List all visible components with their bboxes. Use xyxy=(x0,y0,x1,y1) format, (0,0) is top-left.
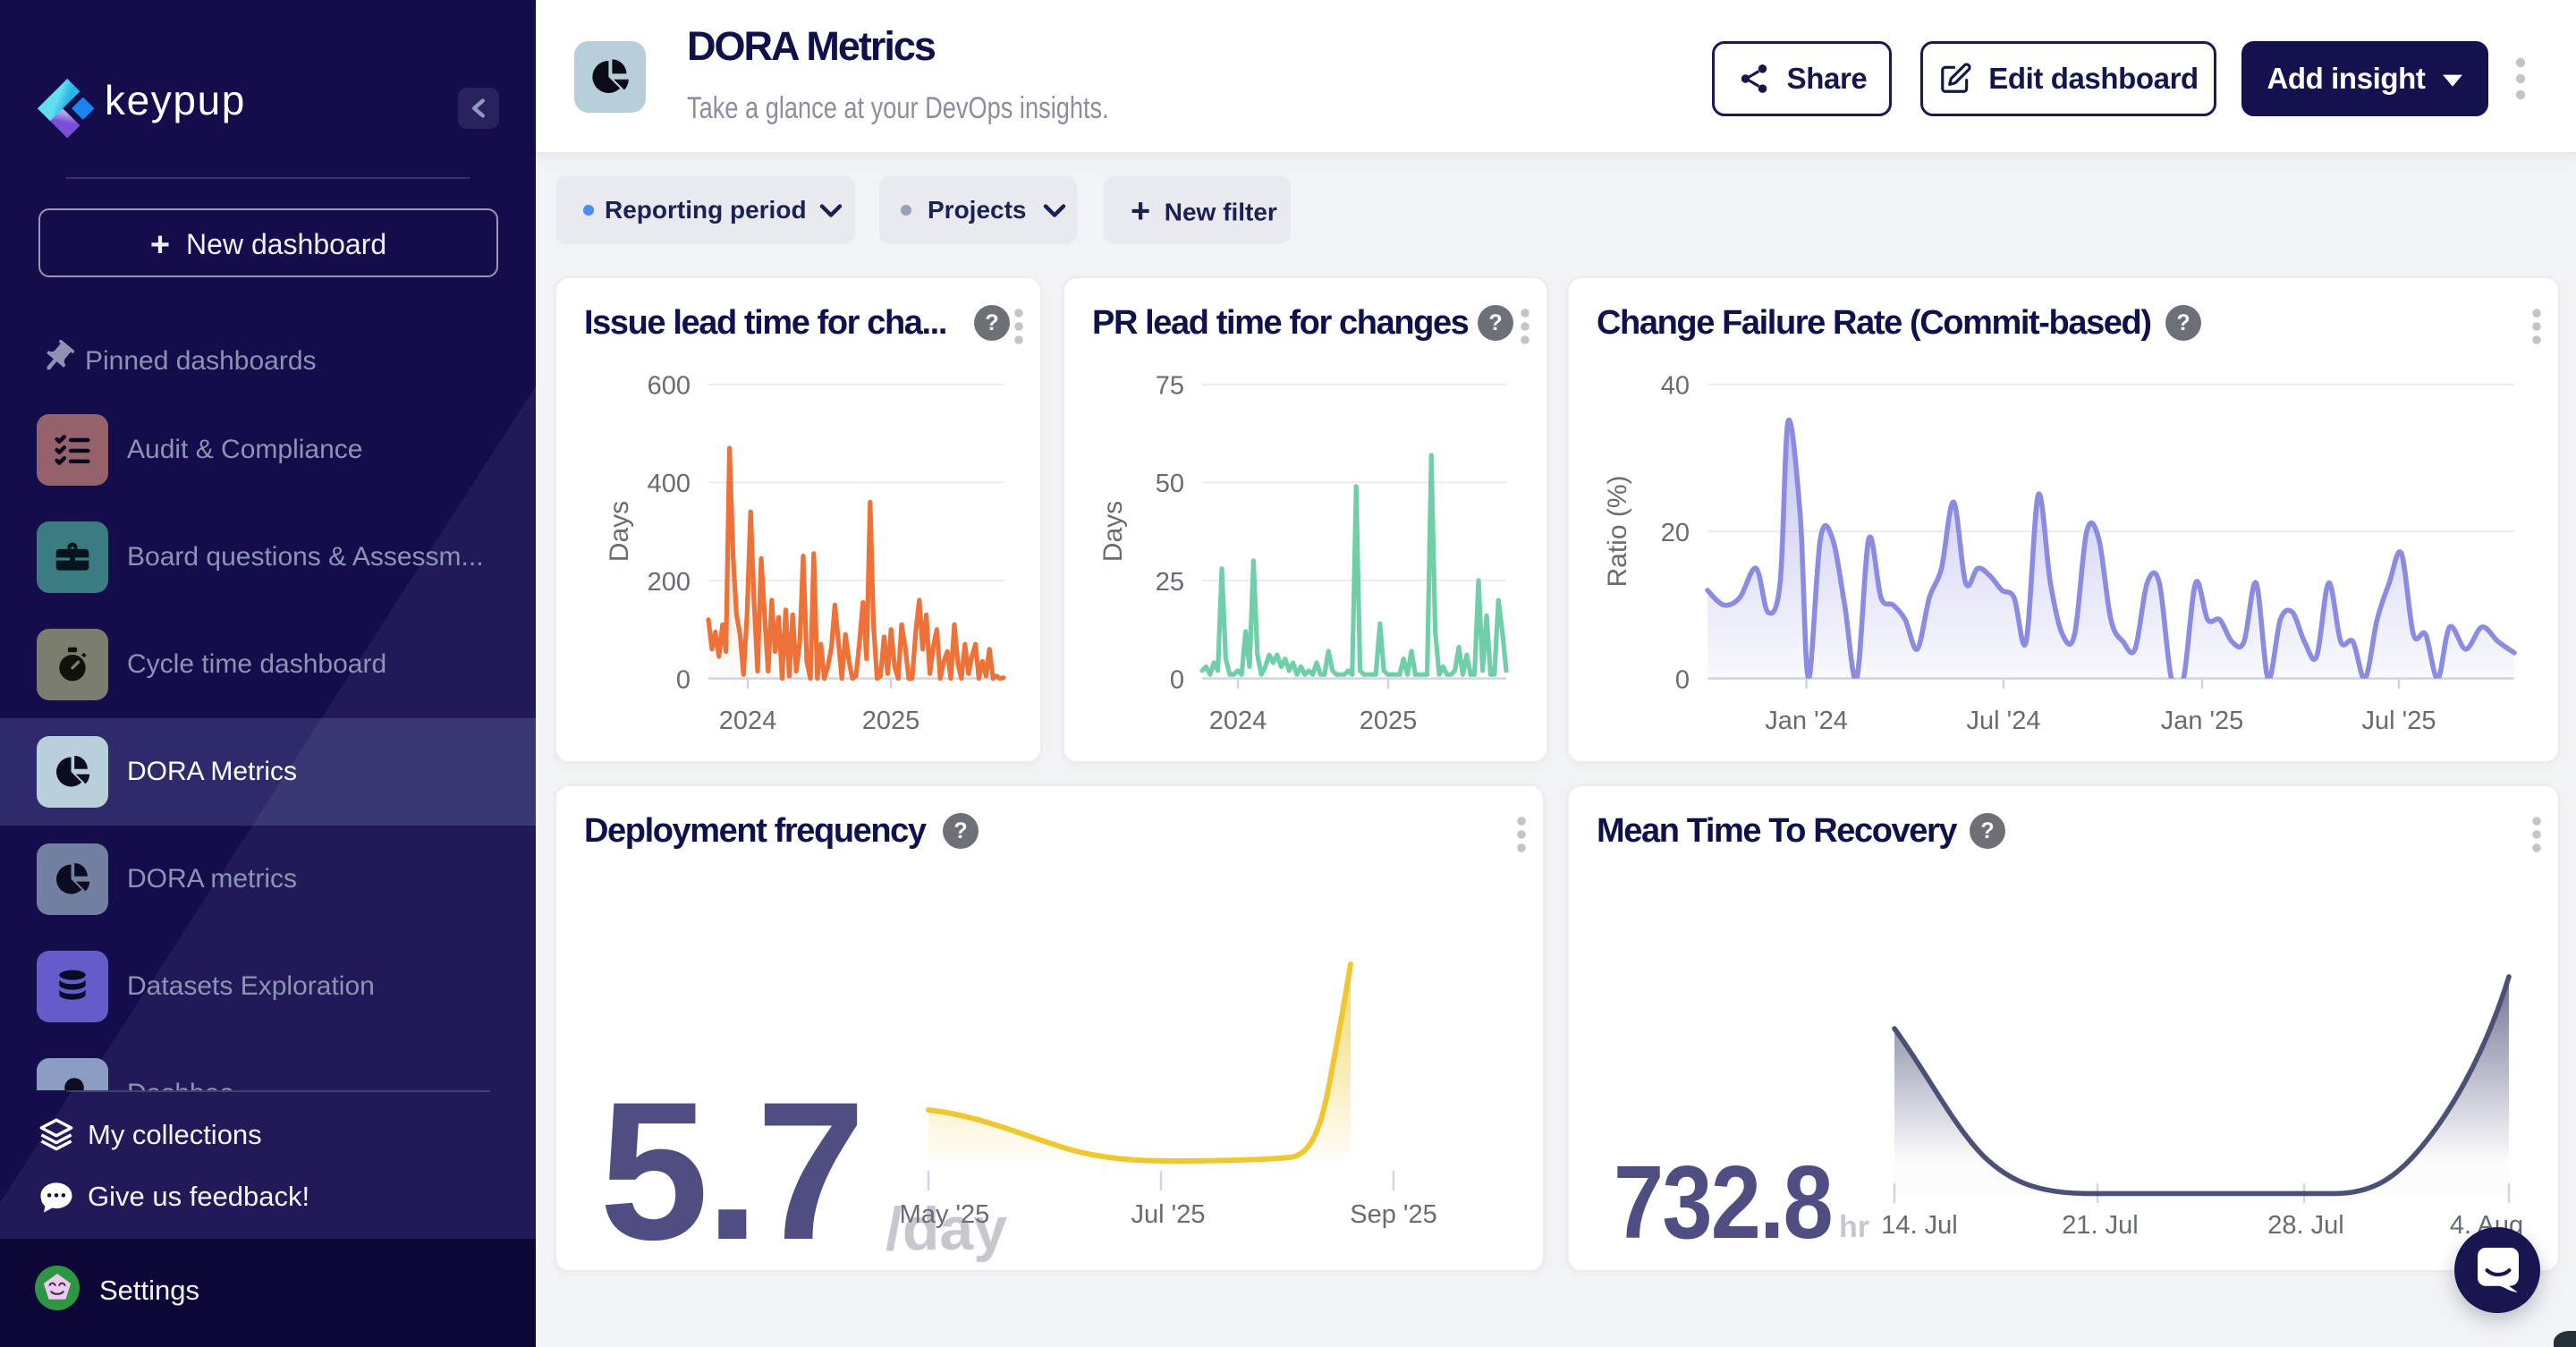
svg-text:May '25: May '25 xyxy=(900,1200,990,1229)
svg-text:0: 0 xyxy=(1170,665,1184,694)
svg-text:Ratio (%): Ratio (%) xyxy=(1603,475,1632,587)
svg-text:2025: 2025 xyxy=(862,707,920,735)
svg-text:2025: 2025 xyxy=(1360,707,1418,735)
svg-text:400: 400 xyxy=(648,470,691,498)
svg-text:14. Jul: 14. Jul xyxy=(1881,1211,1957,1240)
svg-text:50: 50 xyxy=(1156,470,1184,498)
svg-text:600: 600 xyxy=(648,372,691,401)
svg-text:0: 0 xyxy=(676,665,691,694)
svg-text:Jul '25: Jul '25 xyxy=(2362,707,2436,735)
svg-text:28. Jul: 28. Jul xyxy=(2267,1211,2343,1240)
svg-text:75: 75 xyxy=(1156,372,1184,401)
svg-text:2024: 2024 xyxy=(1209,707,1267,735)
svg-text:40: 40 xyxy=(1661,372,1690,401)
svg-text:Jul '25: Jul '25 xyxy=(1131,1200,1206,1229)
svg-text:Days: Days xyxy=(605,501,634,562)
svg-text:25: 25 xyxy=(1156,568,1184,597)
svg-text:Jul '24: Jul '24 xyxy=(1967,707,2041,735)
svg-text:Sep '25: Sep '25 xyxy=(1350,1200,1436,1229)
svg-text:Days: Days xyxy=(1098,501,1128,562)
svg-text:2024: 2024 xyxy=(719,707,777,735)
svg-text:20: 20 xyxy=(1661,519,1690,547)
svg-text:21. Jul: 21. Jul xyxy=(2062,1211,2138,1240)
svg-text:0: 0 xyxy=(1675,665,1690,694)
svg-text:Jan '25: Jan '25 xyxy=(2161,707,2244,735)
svg-text:200: 200 xyxy=(648,568,691,597)
svg-text:Jan '24: Jan '24 xyxy=(1765,707,1848,735)
